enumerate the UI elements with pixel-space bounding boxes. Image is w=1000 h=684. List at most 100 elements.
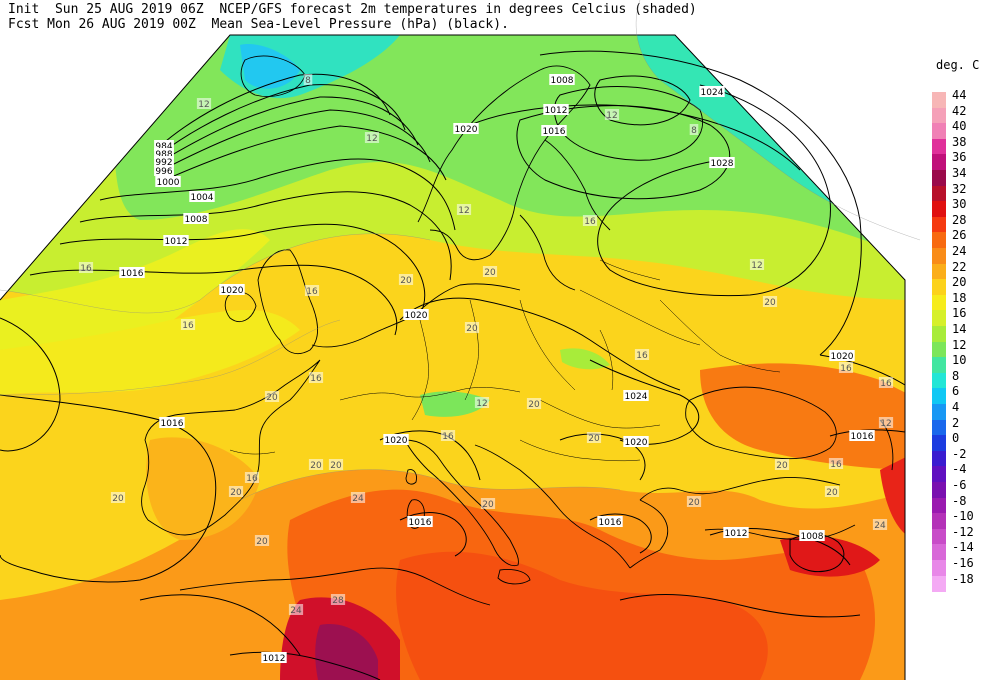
legend-label: 22 — [952, 259, 967, 274]
legend-label: -14 — [952, 540, 974, 555]
legend-swatch — [932, 497, 946, 514]
temperature-label: 16 — [244, 472, 260, 484]
svg-text:20: 20 — [310, 461, 322, 471]
isobar-label: 1020 — [219, 284, 245, 296]
temperature-label: 20 — [308, 459, 324, 471]
svg-text:1016: 1016 — [599, 518, 622, 528]
temperature-label: 20 — [482, 266, 498, 278]
svg-text:12: 12 — [458, 206, 469, 216]
temperature-label: 24 — [350, 492, 366, 504]
svg-text:16: 16 — [182, 321, 194, 331]
temperature-label: 8 — [303, 74, 313, 86]
legend-label: -2 — [952, 446, 967, 461]
legend-label: 14 — [952, 322, 967, 336]
temperature-label: 20 — [762, 296, 778, 308]
svg-text:1012: 1012 — [165, 237, 188, 247]
legend-label: 10 — [952, 353, 967, 368]
svg-text:996: 996 — [155, 167, 172, 177]
svg-text:16: 16 — [880, 379, 892, 389]
legend-swatch — [932, 513, 946, 530]
temperature-label: 24 — [288, 604, 304, 616]
svg-text:984: 984 — [155, 142, 172, 152]
svg-text:1024: 1024 — [701, 88, 724, 98]
legend-swatch — [932, 372, 946, 389]
svg-text:16: 16 — [840, 364, 852, 374]
svg-text:1016: 1016 — [851, 432, 874, 442]
svg-text:12: 12 — [751, 261, 762, 271]
svg-text:1008: 1008 — [551, 76, 574, 86]
isobar-label: 1016 — [849, 430, 875, 442]
legend-label: -4 — [952, 462, 967, 477]
svg-text:1012: 1012 — [725, 529, 748, 539]
svg-text:20: 20 — [112, 494, 124, 504]
legend-label: 32 — [952, 181, 967, 196]
legend-swatch — [932, 575, 946, 592]
svg-text:1020: 1020 — [405, 311, 428, 321]
svg-text:1000: 1000 — [157, 178, 180, 188]
legend-swatch — [932, 341, 946, 358]
isobars — [0, 50, 906, 681]
isobar-label: 1016 — [597, 516, 623, 528]
legend-swatch — [932, 263, 946, 280]
isobar-label: 1016 — [119, 267, 145, 279]
svg-text:16: 16 — [830, 460, 842, 470]
legend-label: 4 — [952, 400, 960, 414]
legend-swatch — [932, 170, 946, 187]
svg-text:16: 16 — [636, 351, 648, 361]
legend-label: -18 — [952, 571, 974, 586]
svg-text:20: 20 — [466, 324, 478, 334]
svg-text:1020: 1020 — [831, 352, 854, 362]
svg-text:16: 16 — [310, 374, 322, 384]
legend-swatch — [932, 435, 946, 452]
isobar-label: 1024 — [699, 86, 725, 98]
svg-text:20: 20 — [764, 298, 776, 308]
legend-label: 6 — [952, 384, 960, 399]
country-borders — [229, 259, 781, 462]
legend-swatch — [932, 544, 946, 561]
temperature-label: 12 — [604, 109, 620, 121]
legend-swatch — [932, 560, 946, 577]
temperature-label: 12 — [878, 417, 894, 429]
temperature-field — [0, 35, 905, 680]
legend-label: 36 — [952, 150, 967, 165]
svg-text:28: 28 — [332, 596, 344, 606]
isobar-label: 1016 — [541, 125, 567, 137]
svg-text:16: 16 — [246, 474, 258, 484]
temperature-label: 16 — [582, 215, 598, 227]
svg-text:20: 20 — [528, 400, 540, 410]
legend-swatch — [932, 450, 946, 467]
temperature-label: 16 — [78, 262, 94, 274]
isobar-label: 996 — [154, 165, 174, 177]
svg-text:1020: 1020 — [455, 125, 478, 135]
legend-label: -6 — [952, 478, 967, 492]
svg-text:1012: 1012 — [545, 106, 568, 116]
legend-swatch — [932, 279, 946, 296]
legend-label: -12 — [952, 524, 974, 539]
temperature-map: 1008 1012 1016 1020 1024 1028 984 988 992 996 1000… — [0, 0, 921, 681]
isobar-label: 1008 — [549, 74, 575, 86]
legend-label: 40 — [952, 119, 967, 134]
isobar-label: 1020 — [829, 350, 855, 362]
svg-text:20: 20 — [688, 498, 700, 508]
isobar-label: 1012 — [723, 527, 749, 539]
svg-text:16: 16 — [584, 217, 596, 227]
temperature-label: 20 — [264, 391, 280, 403]
legend-swatch — [932, 357, 946, 374]
legend-swatch — [932, 123, 946, 140]
svg-text:20: 20 — [330, 461, 342, 471]
legend-label: -8 — [952, 493, 967, 508]
legend-swatch — [932, 528, 946, 545]
map-title-init: Init Sun 25 AUG 2019 06Z NCEP/GFS foreca… — [8, 2, 697, 17]
svg-text:8: 8 — [691, 126, 697, 136]
legend-label: 34 — [952, 166, 967, 180]
svg-text:1016: 1016 — [121, 269, 144, 279]
svg-text:1020: 1020 — [625, 438, 648, 448]
legend-swatch — [932, 232, 946, 249]
svg-text:20: 20 — [588, 434, 600, 444]
legend-swatch — [932, 466, 946, 483]
temperature-label: 24 — [872, 519, 888, 531]
temperature-label: 16 — [838, 362, 854, 374]
svg-text:20: 20 — [482, 500, 494, 510]
isobar-label: 1000 — [155, 176, 181, 188]
svg-text:1020: 1020 — [221, 286, 244, 296]
